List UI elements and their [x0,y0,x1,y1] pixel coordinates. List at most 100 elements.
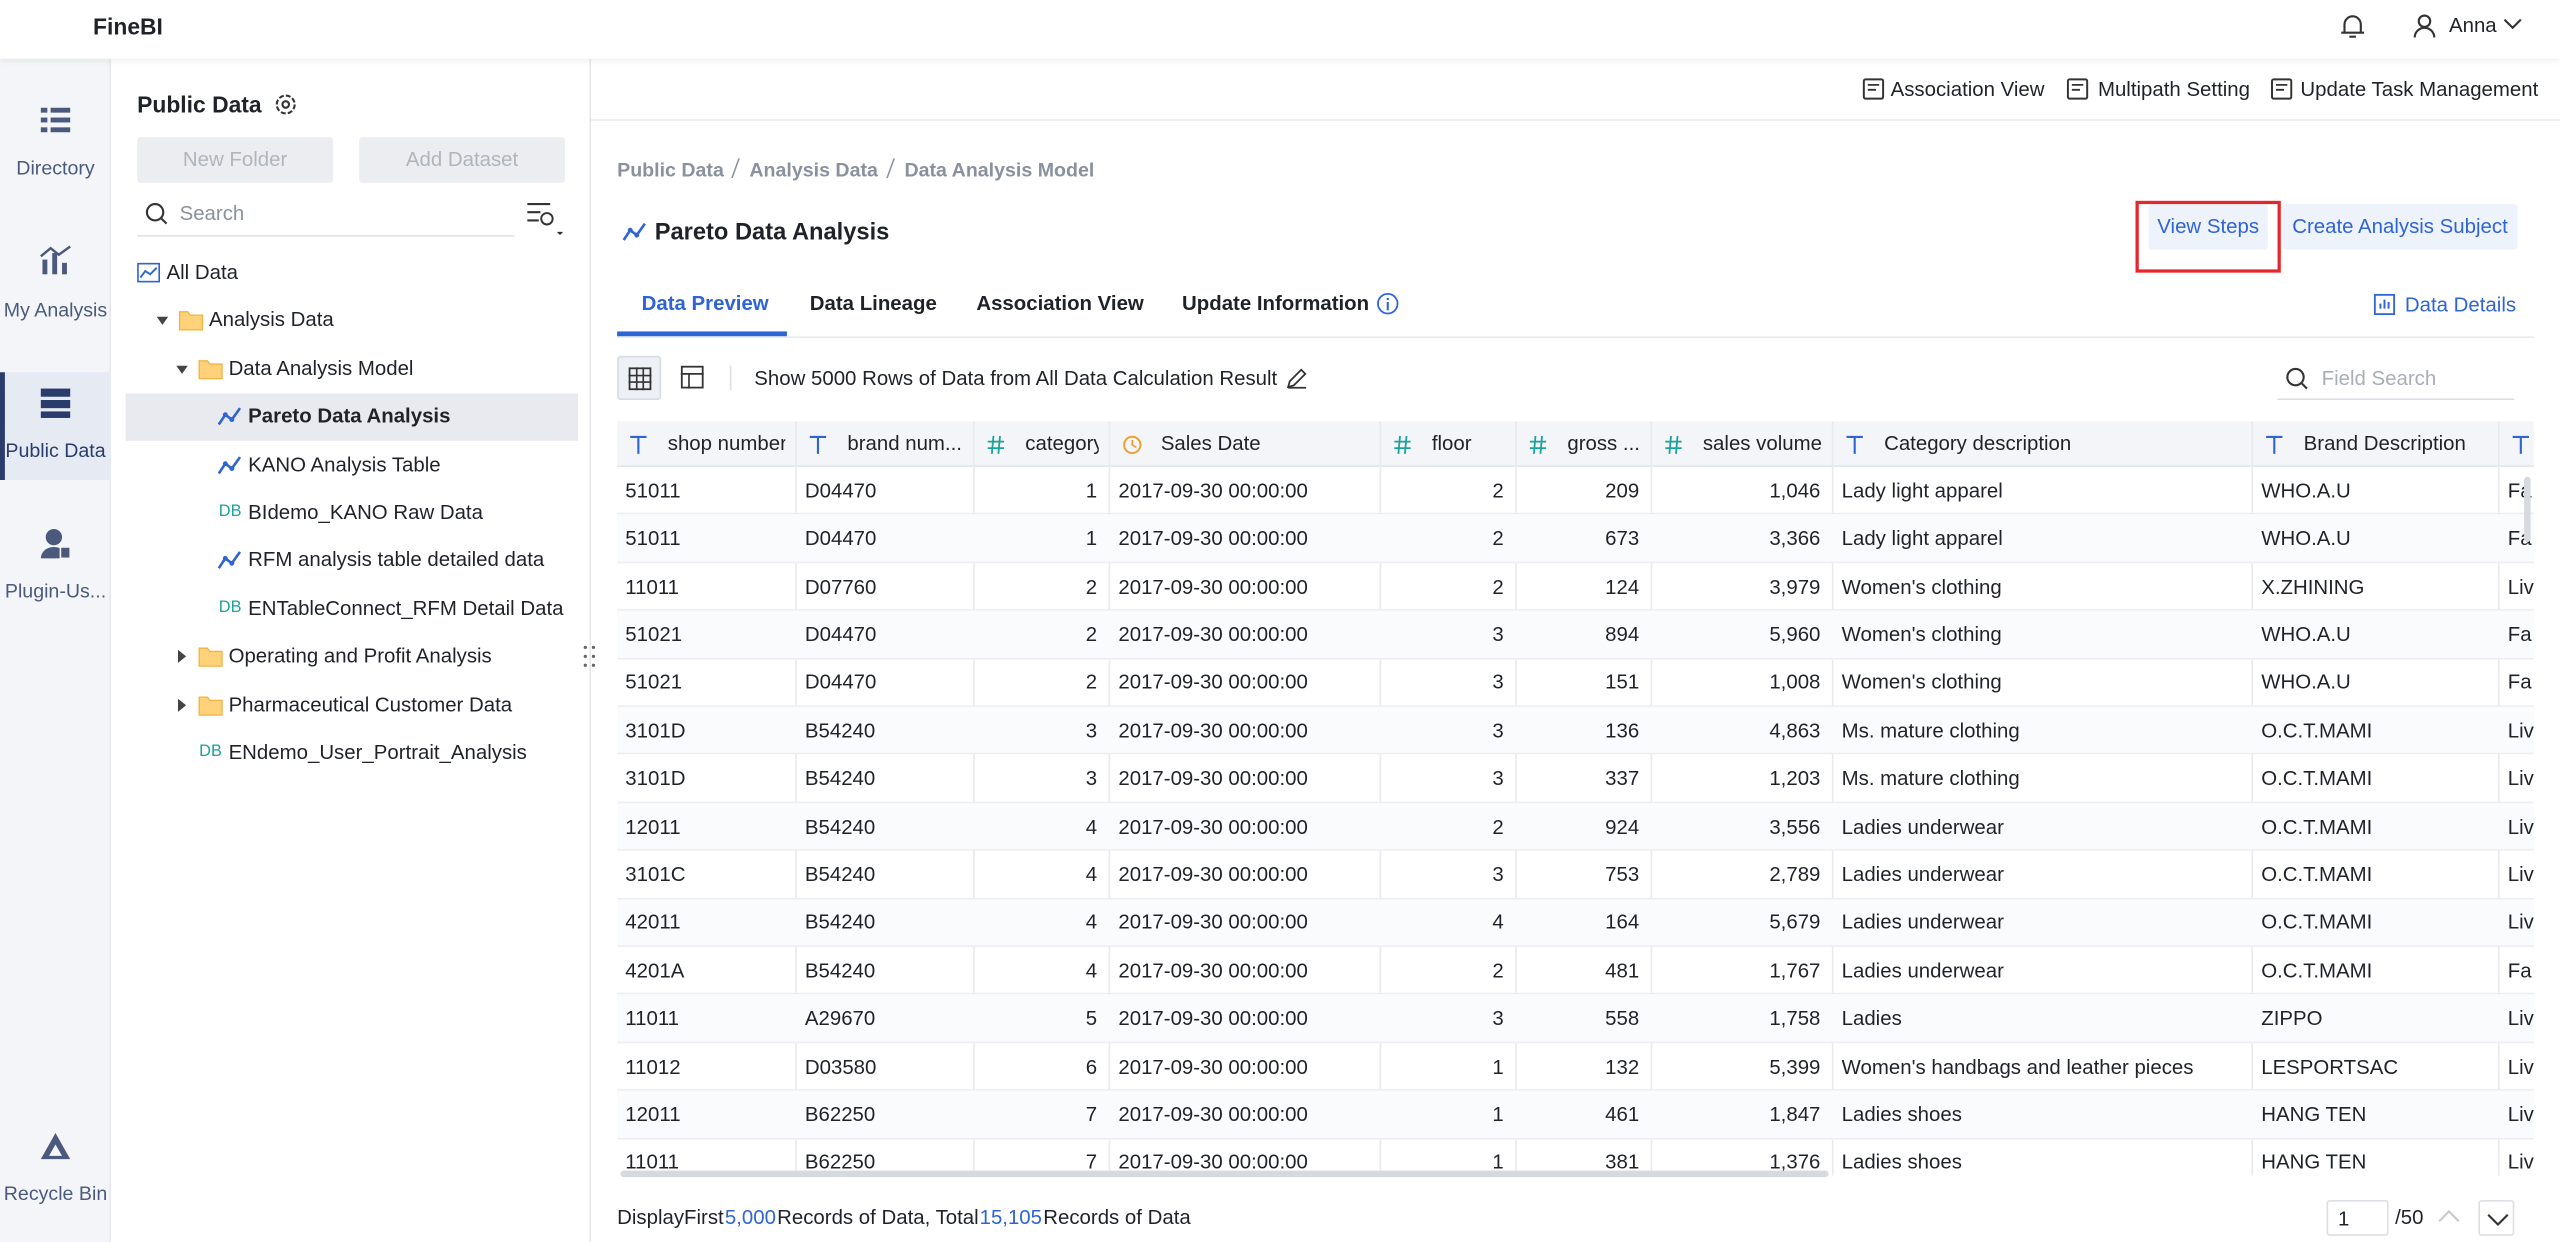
table-cell: 3 [1492,863,1504,886]
page-input[interactable]: 1 [2326,1200,2389,1236]
tree-item[interactable]: ENTableConnect_RFM Detail Data [248,596,564,620]
table-cell: Fa [2507,959,2532,982]
column-header[interactable]: shop number [667,433,786,455]
tab[interactable]: Data Preview [641,291,769,315]
tab[interactable]: Association View [976,291,1144,315]
table-cell: 51021 [625,671,683,694]
breadcrumb-item[interactable]: Public Data [617,158,724,182]
all-data-icon [137,262,160,283]
data-details[interactable]: Data Details [2404,293,2517,317]
panel [111,58,592,1242]
column-header[interactable]: gross ... [1567,433,1640,455]
table-cell: 3 [1492,671,1504,694]
table-row [617,994,2534,1043]
table-cell: Liv [2507,575,2534,598]
table-cell: 2017-09-30 00:00:00 [1118,719,1308,742]
page-number: 1 [2337,1207,2350,1231]
table-cell: Lady light apparel [1841,527,2003,550]
tree-item[interactable]: BIdemo_KANO Raw Data [248,500,483,524]
table-cell: Ladies underwear [1841,959,2004,982]
field-search-icon [2286,367,2308,390]
table-cell: O.C.T.MAMI [2261,863,2373,886]
table-cell: 2017-09-30 00:00:00 [1118,1103,1308,1126]
nav-item[interactable]: Directory [16,156,95,180]
button-label: Add Dataset [405,148,519,172]
breadcrumb-separator [886,158,895,178]
column-header[interactable]: brand num... [847,433,962,455]
table-header [617,421,2534,467]
table-cell: 164 [1605,911,1640,934]
tree-item[interactable]: Pareto Data Analysis [248,404,451,428]
column-header[interactable]: Category description [1884,433,2072,455]
table-cell: 2017-09-30 00:00:00 [1118,863,1308,886]
grid-view-button[interactable] [617,355,662,400]
toolbar-link[interactable]: Multipath Setting [2097,77,2250,101]
field-search[interactable]: Field Search [2321,366,2437,390]
user-name[interactable]: Anna [2448,14,2497,38]
row-setting[interactable]: Show 5000 Rows of Data from All Data Cal… [754,366,1278,390]
table-cell: O.C.T.MAMI [2261,815,2373,838]
dataset-title: Pareto Data Analysis [654,219,890,247]
nav-item[interactable]: My Analysis [3,298,108,322]
line-icon [217,551,242,570]
tree-item[interactable]: Operating and Profit Analysis [228,644,492,668]
table-cell: 4201A [625,959,685,982]
table-cell: X.ZHINING [2261,575,2365,598]
panel-button[interactable]: New Folder [137,137,334,183]
tree-item[interactable]: Data Analysis Model [228,356,414,380]
table-cell: 1,008 [1769,671,1821,694]
tree-item[interactable]: ENdemo_User_Portrait_Analysis [228,740,527,764]
tree-item[interactable]: Pharmaceutical Customer Data [228,692,513,716]
nav-item[interactable]: Public Data [5,439,106,463]
brand: FineBI [93,13,163,40]
page-down-button[interactable] [2478,1200,2515,1236]
search-input[interactable]: Search [179,202,245,225]
table-cell: 7 [1085,1151,1098,1174]
data-details-icon [2373,293,2396,316]
breadcrumb-separator [731,158,740,178]
breadcrumb-item[interactable]: Analysis Data [749,158,878,182]
tree-item[interactable]: RFM analysis table detailed data [248,548,545,572]
table-cell: D03580 [804,1055,877,1078]
table-cell: 1 [1492,1151,1504,1174]
search-icon [145,203,168,225]
table-row [617,563,2534,611]
tree-item[interactable]: All Data [166,260,239,284]
folder-icon [198,647,223,668]
column-divider [1515,421,1517,1176]
table-cell: Liv [2507,815,2534,838]
action-button[interactable]: Create Analysis Subject [2282,204,2518,250]
tree-arrow [156,317,169,326]
tree-item[interactable]: KANO Analysis Table [248,452,441,476]
tab[interactable]: Data Lineage [809,291,937,315]
user-icon [2413,14,2436,38]
breadcrumb-item[interactable]: Data Analysis Model [904,158,1095,182]
nav-item[interactable]: Plugin-Us... [4,579,107,603]
tree-item[interactable]: Analysis Data [208,308,334,332]
column-header[interactable]: category [1025,433,1099,455]
table-cell: 2017-09-30 00:00:00 [1118,479,1308,502]
panel-button[interactable]: Add Dataset [359,137,565,183]
toolbar-link[interactable]: Association View [1890,77,2045,101]
column-header[interactable]: Sales Date [1160,433,1261,455]
table-cell: 481 [1605,959,1640,982]
page-down [2487,1213,2509,1226]
table-row [617,898,2534,947]
folder-icon [198,359,223,380]
column-header[interactable]: floor [1431,433,1472,455]
nav-item[interactable]: Recycle Bin [3,1182,108,1205]
nav-icon [40,1133,71,1160]
column-type-icon [987,435,1005,454]
table-cell: Liv [2507,1151,2534,1174]
column-header[interactable]: Brand Description [2303,433,2466,455]
table-cell: B54240 [804,767,876,790]
table-row [617,802,2534,851]
column-header[interactable]: sales volume [1702,433,1822,455]
table-cell: 2 [1492,527,1504,550]
action-button[interactable]: View Steps [2148,204,2268,250]
table-cell: 3 [1492,623,1504,646]
tab[interactable]: Update Information [1182,291,1370,315]
toolbar-link[interactable]: Update Task Management [2300,77,2539,101]
column-type-icon [1846,435,1863,454]
tree-badge: DB [199,742,222,761]
